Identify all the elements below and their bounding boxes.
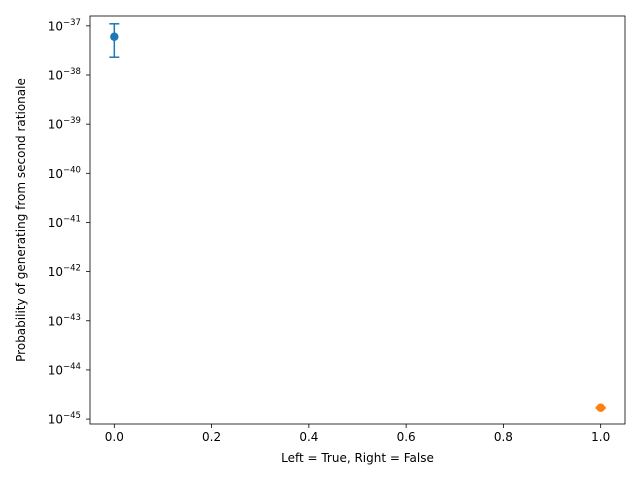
y-tick-label: 10 <box>48 68 63 82</box>
y-tick-exponent: −39 <box>63 116 81 126</box>
y-tick-exponent: −41 <box>63 214 81 224</box>
y-tick-exponent: −40 <box>63 165 81 175</box>
y-tick-label: 10 <box>48 413 63 427</box>
x-tick-label: 0.6 <box>397 430 416 444</box>
plot-area-frame <box>89 15 626 425</box>
y-tick-exponent: −38 <box>63 67 81 77</box>
x-tick-label: 0.8 <box>494 430 513 444</box>
y-tick-exponent: −45 <box>63 411 81 421</box>
y-tick-label: 10 <box>48 167 63 181</box>
data-marks <box>109 23 606 412</box>
data-point <box>110 32 119 41</box>
x-tick-label: 0.0 <box>105 430 124 444</box>
data-point <box>596 403 605 412</box>
y-axis-label: Probability of generating from second ra… <box>14 78 28 362</box>
x-tick-label: 0.2 <box>202 430 221 444</box>
y-tick-exponent: −37 <box>63 18 81 28</box>
y-tick-label: 10 <box>48 265 63 279</box>
y-axis-ticks: 10−4510−4410−4310−4210−4110−4010−3910−38… <box>48 18 90 427</box>
y-tick-label: 10 <box>48 363 63 377</box>
y-tick-exponent: −42 <box>63 264 81 274</box>
y-tick-exponent: −43 <box>63 313 81 323</box>
y-tick-label: 10 <box>48 216 63 230</box>
y-tick-exponent: −44 <box>63 362 81 372</box>
y-tick-label: 10 <box>48 19 63 33</box>
x-axis-ticks: 0.0 0.2 0.4 0.6 0.8 1.0 <box>105 424 610 444</box>
x-tick-label: 0.4 <box>299 430 318 444</box>
x-tick-label: 1.0 <box>591 430 610 444</box>
x-axis-label: Left = True, Right = False <box>281 451 434 465</box>
y-tick-label: 10 <box>48 314 63 328</box>
y-tick-label: 10 <box>48 118 63 132</box>
